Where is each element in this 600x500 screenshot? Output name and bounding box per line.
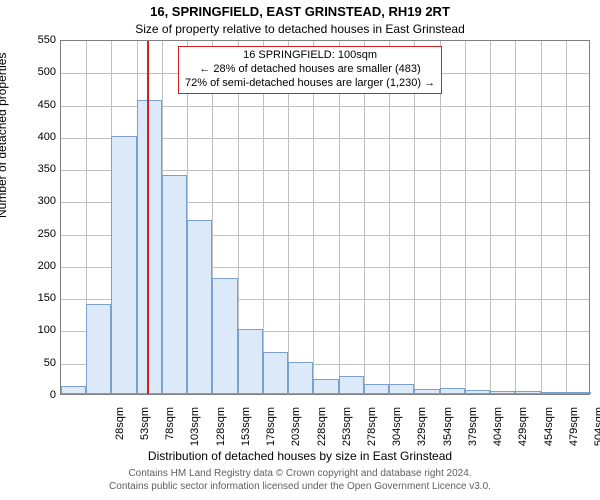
x-tick-label: 429sqm [517, 407, 529, 457]
y-axis-label: Number of detached properties [0, 52, 9, 217]
x-tick-label: 479sqm [568, 407, 580, 457]
gridline-v [515, 41, 516, 394]
x-tick-label: 153sqm [240, 407, 252, 457]
bar [263, 352, 288, 394]
info-box-line: 16 SPRINGFIELD: 100sqm [185, 49, 435, 63]
y-tick-label: 0 [26, 389, 56, 401]
info-box: 16 SPRINGFIELD: 100sqm← 28% of detached … [178, 46, 442, 94]
bar [541, 392, 566, 394]
bar [515, 391, 540, 394]
info-box-line: ← 28% of detached houses are smaller (48… [185, 63, 435, 77]
x-tick-label: 454sqm [543, 407, 555, 457]
x-tick-label: 278sqm [366, 407, 378, 457]
y-tick-label: 200 [26, 260, 56, 272]
bar [490, 391, 515, 394]
gridline-v [465, 41, 466, 394]
y-tick-label: 400 [26, 131, 56, 143]
x-tick-label: 329sqm [416, 407, 428, 457]
gridline-v [541, 41, 542, 394]
marker-line [147, 41, 149, 394]
bar [238, 329, 263, 394]
y-tick-label: 450 [26, 99, 56, 111]
bar [162, 175, 187, 394]
footer-line: Contains public sector information licen… [0, 480, 600, 493]
x-tick-label: 128sqm [215, 407, 227, 457]
bar [61, 386, 86, 394]
chart-footer: Contains HM Land Registry data © Crown c… [0, 467, 600, 493]
bar [313, 379, 338, 394]
bar [111, 136, 136, 394]
y-tick-label: 100 [26, 324, 56, 336]
y-tick-label: 50 [26, 357, 56, 369]
chart-subtitle: Size of property relative to detached ho… [0, 22, 600, 36]
y-tick-label: 350 [26, 163, 56, 175]
bar [389, 384, 414, 394]
bar [566, 392, 591, 394]
y-tick-label: 550 [26, 34, 56, 46]
y-tick-label: 250 [26, 228, 56, 240]
x-tick-label: 203sqm [290, 407, 302, 457]
bar [414, 389, 439, 394]
bar [187, 220, 212, 394]
x-tick-label: 304sqm [391, 407, 403, 457]
x-tick-label: 78sqm [164, 407, 176, 457]
x-tick-label: 228sqm [316, 407, 328, 457]
bar [288, 362, 313, 394]
x-tick-label: 404sqm [492, 407, 504, 457]
info-box-line: 72% of semi-detached houses are larger (… [185, 77, 435, 91]
x-tick-label: 103sqm [189, 407, 201, 457]
chart-title: 16, SPRINGFIELD, EAST GRINSTEAD, RH19 2R… [0, 4, 600, 19]
bar [440, 388, 465, 394]
bar [364, 384, 389, 394]
bar [465, 390, 490, 394]
x-tick-label: 379sqm [467, 407, 479, 457]
x-tick-label: 178sqm [265, 407, 277, 457]
x-tick-label: 253sqm [341, 407, 353, 457]
y-tick-label: 500 [26, 66, 56, 78]
y-tick-label: 150 [26, 292, 56, 304]
bar [212, 278, 237, 394]
gridline-v [490, 41, 491, 394]
bar [137, 100, 162, 394]
x-tick-label: 354sqm [442, 407, 454, 457]
y-tick-label: 300 [26, 195, 56, 207]
x-tick-label: 53sqm [139, 407, 151, 457]
x-tick-label: 504sqm [593, 407, 600, 457]
gridline-v [566, 41, 567, 394]
bar [339, 376, 364, 394]
x-tick-label: 28sqm [114, 407, 126, 457]
footer-line: Contains HM Land Registry data © Crown c… [0, 467, 600, 480]
bar [86, 304, 111, 394]
